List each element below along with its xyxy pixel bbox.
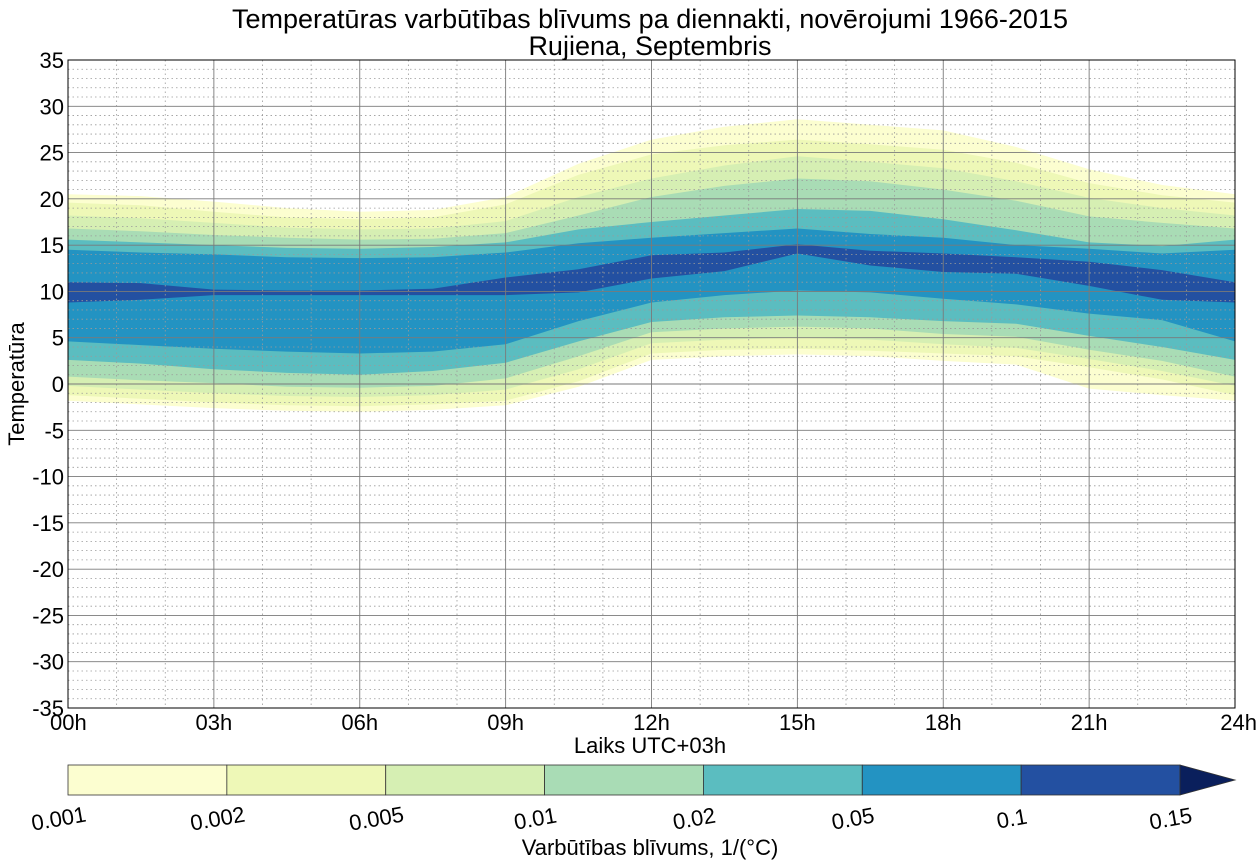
colorbar-swatch bbox=[1020, 764, 1181, 796]
colorbar-tick-label: 0.005 bbox=[347, 802, 406, 836]
colorbar-tick-label: 0.05 bbox=[830, 803, 877, 835]
x-tick-label: 15h bbox=[779, 710, 816, 735]
y-tick-label: 35 bbox=[40, 48, 64, 73]
colorbar-tick-label: 0.002 bbox=[188, 802, 247, 836]
x-tick-label: 12h bbox=[633, 710, 670, 735]
y-tick-label: 10 bbox=[40, 279, 64, 304]
x-axis-ticks: 00h 03h 06h 09h 12h 15h 18h 21h 24h bbox=[50, 710, 1257, 735]
colorbar-tick-label: 0.001 bbox=[29, 802, 88, 836]
y-tick-label: -35 bbox=[32, 696, 64, 721]
y-tick-label: 20 bbox=[40, 187, 64, 212]
colorbar-swatch bbox=[703, 764, 863, 796]
colorbar-label: Varbūtības blīvums, 1/(°C) bbox=[522, 835, 779, 860]
chart-subtitle: Rujiena, Septembris bbox=[528, 31, 771, 61]
colorbar-swatch bbox=[226, 764, 387, 796]
x-axis-label: Laiks UTC+03h bbox=[574, 733, 726, 758]
y-tick-label: -25 bbox=[32, 603, 64, 628]
colorbar-tick-label: 0.01 bbox=[512, 803, 559, 835]
plot-frame bbox=[67, 59, 1236, 709]
y-tick-label: -10 bbox=[32, 465, 64, 490]
grid-lines bbox=[67, 59, 1236, 709]
colorbar-swatch bbox=[67, 764, 228, 796]
y-tick-label: 0 bbox=[52, 372, 64, 397]
colorbar-swatch bbox=[861, 764, 1022, 796]
x-tick-label: 09h bbox=[487, 710, 524, 735]
chart-title: Temperatūras varbūtības blīvums pa dienn… bbox=[232, 4, 1068, 34]
x-tick-label: 21h bbox=[1071, 710, 1108, 735]
y-tick-label: -20 bbox=[32, 557, 64, 582]
y-tick-label: 25 bbox=[40, 141, 64, 166]
colorbar: 0.001 0.002 0.005 0.01 0.02 0.05 0.1 0.15 bbox=[29, 764, 1237, 836]
y-axis-label: Temperatūra bbox=[4, 321, 29, 445]
x-tick-label: 06h bbox=[341, 710, 378, 735]
y-tick-label: -5 bbox=[44, 418, 64, 443]
y-tick-label: 5 bbox=[52, 326, 64, 351]
y-axis-ticks: -35 -30 -25 -20 -15 -10 -5 0 5 10 15 20 25 30 35 bbox=[32, 48, 64, 721]
y-tick-label: -15 bbox=[32, 511, 64, 536]
colorbar-tick-label: 0.15 bbox=[1147, 803, 1194, 835]
colorbar-swatch bbox=[385, 764, 545, 796]
y-tick-label: 30 bbox=[40, 94, 64, 119]
x-tick-label: 24h bbox=[1220, 710, 1257, 735]
x-tick-label: 03h bbox=[196, 710, 233, 735]
colorbar-swatch bbox=[544, 764, 704, 796]
colorbar-extend-arrow bbox=[1179, 764, 1237, 796]
y-tick-label: 15 bbox=[40, 233, 64, 258]
colorbar-tick-label: 0.02 bbox=[671, 803, 718, 835]
colorbar-tick-label: 0.1 bbox=[995, 804, 1029, 834]
y-tick-label: -30 bbox=[32, 650, 64, 675]
x-tick-label: 00h bbox=[50, 710, 87, 735]
x-tick-label: 18h bbox=[925, 710, 962, 735]
